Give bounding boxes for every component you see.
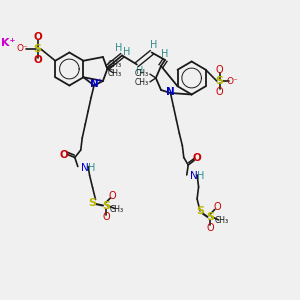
Text: +: + [96,78,102,84]
Text: CH₃: CH₃ [214,216,228,225]
Text: O⁻: O⁻ [226,76,238,85]
Text: O: O [213,202,221,212]
Text: H: H [161,49,169,59]
Text: S: S [216,76,224,86]
Text: O: O [109,190,116,201]
Text: H: H [136,65,144,76]
Text: CH₃: CH₃ [134,69,148,78]
Text: S: S [88,197,97,208]
Text: CH₃: CH₃ [134,78,148,87]
Text: H: H [116,43,123,53]
Text: S: S [102,200,110,211]
Text: O: O [216,87,224,97]
Text: O: O [207,223,214,233]
Text: S: S [196,206,204,216]
Text: N: N [190,171,198,182]
Text: H: H [197,171,205,182]
Text: CH₃: CH₃ [108,69,122,78]
Text: N: N [166,86,175,97]
Text: N: N [90,79,98,89]
Text: S: S [206,212,214,222]
Text: S: S [34,44,41,54]
Text: O: O [33,55,42,65]
Text: O: O [216,65,224,75]
Text: O: O [193,153,202,163]
Text: H: H [88,163,96,173]
Text: O⁻: O⁻ [17,44,28,53]
Text: H: H [123,47,130,58]
Text: N: N [81,163,89,173]
Text: O: O [33,32,42,42]
Text: CH₃: CH₃ [108,60,122,69]
Text: O: O [102,212,110,222]
Text: CH₃: CH₃ [110,205,124,214]
Text: H: H [149,40,157,50]
Text: O: O [59,149,68,160]
Text: K⁺: K⁺ [1,38,15,48]
